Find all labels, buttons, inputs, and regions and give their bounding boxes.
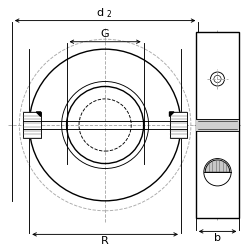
Polygon shape [170,112,174,116]
Wedge shape [205,160,230,172]
Bar [196,119,239,131]
Bar [170,112,188,138]
Text: 2: 2 [106,10,111,18]
Text: G: G [101,29,110,39]
Text: b: b [214,233,221,243]
Text: R: R [101,236,109,246]
Bar [196,32,239,218]
Text: d: d [97,8,104,18]
Circle shape [210,72,224,86]
Circle shape [204,158,231,186]
Bar [23,112,41,138]
Polygon shape [36,112,41,116]
